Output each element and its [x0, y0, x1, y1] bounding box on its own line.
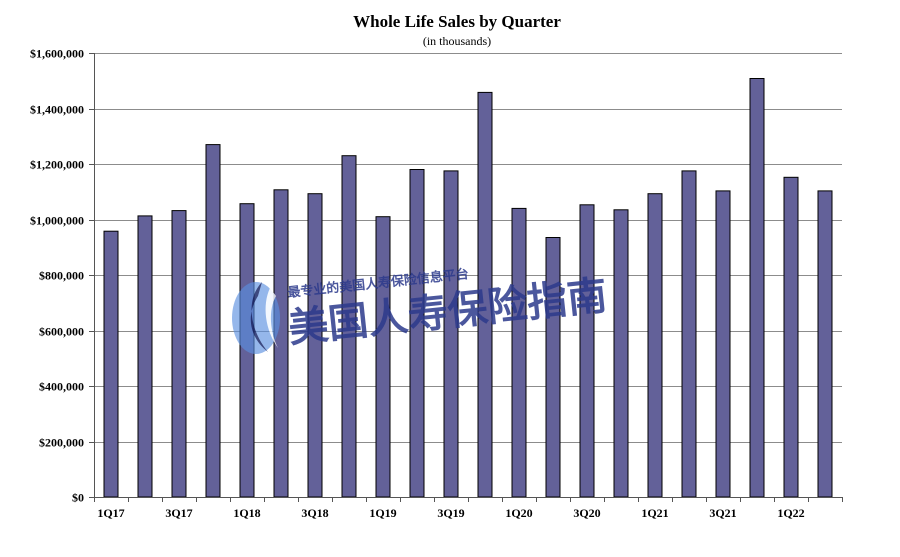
y-tick-label: $1,400,000 — [30, 103, 84, 117]
x-tick-label: 1Q19 — [369, 506, 396, 520]
bar-4Q17 — [205, 144, 221, 498]
y-tick-label: $400,000 — [39, 380, 84, 394]
bar-1Q21 — [647, 193, 663, 498]
x-tick-label: 1Q22 — [777, 506, 804, 520]
y-axis-tick-labels: $0 $200,000 $400,000 $600,000 $800,000 $1,000… — [30, 47, 84, 505]
y-tick-label: $800,000 — [39, 269, 84, 283]
bar-2Q22 — [817, 190, 833, 498]
bar-2Q20 — [545, 237, 561, 498]
y-tick-label: $200,000 — [39, 436, 84, 450]
x-tick-label: 3Q18 — [301, 506, 328, 520]
bar-1Q19 — [375, 216, 391, 498]
bar-4Q21 — [749, 78, 765, 498]
y-tick-label: $0 — [72, 491, 84, 505]
x-tick-label: 3Q19 — [437, 506, 464, 520]
watermark-flame-logo — [232, 282, 280, 354]
bar-3Q20 — [579, 204, 595, 498]
y-tick-label: $1,600,000 — [30, 47, 84, 61]
chart-subtitle: (in thousands) — [423, 34, 491, 48]
x-tick-label: 1Q21 — [641, 506, 668, 520]
y-tick-label: $600,000 — [39, 325, 84, 339]
x-tick-label: 3Q20 — [573, 506, 600, 520]
x-tick-label: 3Q17 — [165, 506, 192, 520]
bar-1Q22 — [783, 176, 799, 498]
axes — [89, 53, 843, 502]
y-tick-label: $1,000,000 — [30, 214, 84, 228]
chart-title: Whole Life Sales by Quarter — [353, 12, 561, 31]
x-tick-label: 1Q20 — [505, 506, 532, 520]
bar-4Q20 — [613, 209, 629, 498]
x-tick-label: 1Q18 — [233, 506, 260, 520]
bar-1Q20 — [511, 207, 527, 498]
bar-3Q17 — [171, 210, 187, 498]
y-tick-label: $1,200,000 — [30, 158, 84, 172]
bar-2Q21 — [681, 170, 697, 498]
bar-2Q18 — [273, 189, 289, 498]
x-tick-label: 3Q21 — [709, 506, 736, 520]
bar-1Q17 — [103, 230, 119, 498]
bar-3Q21 — [715, 190, 731, 498]
bar-2Q17 — [137, 215, 153, 498]
x-axis-tick-labels: 1Q17 3Q17 1Q18 3Q18 1Q19 3Q19 1Q20 3Q20 1Q21 3Q21… — [97, 506, 804, 520]
x-tick-label: 1Q17 — [97, 506, 124, 520]
